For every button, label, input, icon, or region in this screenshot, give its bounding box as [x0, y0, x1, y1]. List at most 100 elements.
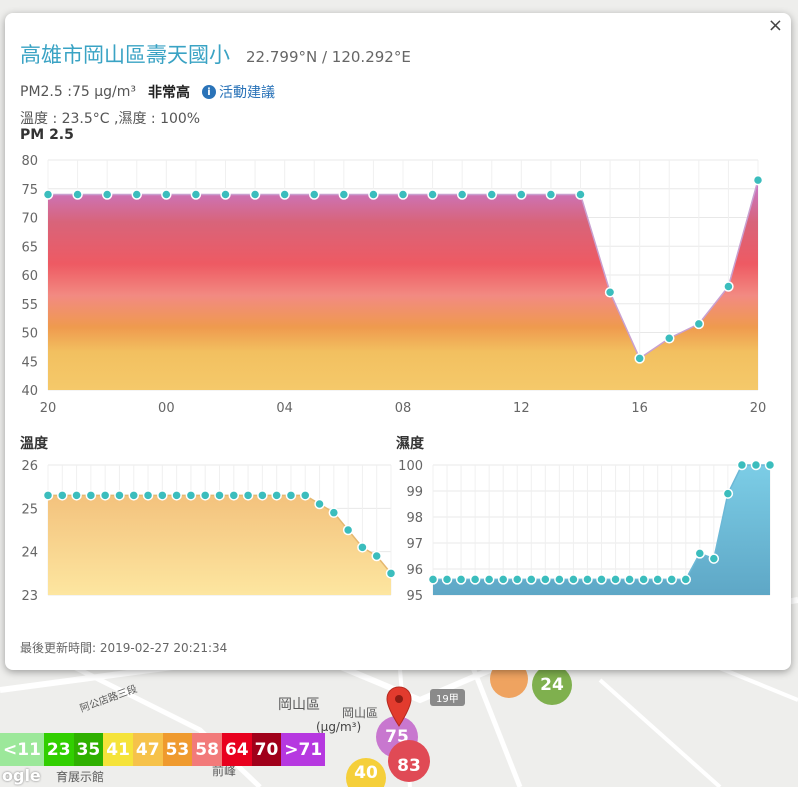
data-point[interactable]	[750, 459, 762, 471]
legend-item: >71	[281, 733, 326, 766]
data-point[interactable]	[71, 490, 82, 501]
data-point[interactable]	[128, 490, 139, 501]
data-point[interactable]	[385, 568, 397, 579]
data-point[interactable]	[249, 189, 261, 200]
data-point[interactable]	[736, 459, 748, 471]
data-point[interactable]	[157, 490, 168, 501]
data-point[interactable]	[483, 574, 495, 585]
data-point[interactable]	[486, 189, 497, 200]
data-point[interactable]	[427, 189, 438, 200]
data-point[interactable]	[101, 189, 113, 200]
data-point[interactable]	[441, 574, 453, 585]
map-marker[interactable]: 83	[388, 740, 430, 782]
data-point[interactable]	[171, 490, 182, 501]
map-marker[interactable]: 40	[346, 758, 386, 787]
data-point[interactable]	[652, 574, 663, 585]
data-point[interactable]	[371, 550, 382, 562]
data-point[interactable]	[752, 174, 764, 186]
close-icon[interactable]: ×	[767, 15, 783, 36]
data-point[interactable]	[664, 333, 675, 344]
data-point[interactable]	[456, 189, 468, 200]
aqi-legend: <11 23 35 41 47 53 58 64 70 >71	[0, 733, 326, 766]
data-point[interactable]	[526, 574, 537, 585]
data-point[interactable]	[99, 490, 111, 501]
data-point[interactable]	[309, 189, 320, 200]
x-tick-label: 12	[513, 401, 530, 416]
data-point[interactable]	[131, 189, 142, 200]
y-tick-label: 26	[21, 459, 38, 474]
google-logo: ogle	[2, 766, 41, 785]
info-icon[interactable]: i	[201, 85, 216, 99]
data-point[interactable]	[554, 574, 565, 585]
pm-value: PM2.5 :75 μg/m³	[20, 84, 136, 100]
district-label: 岡山區	[278, 697, 320, 713]
data-point[interactable]	[694, 548, 706, 559]
data-point[interactable]	[300, 490, 311, 501]
data-point[interactable]	[512, 574, 523, 585]
unit-label: (μg/m³)	[316, 720, 362, 734]
data-point[interactable]	[638, 574, 649, 585]
data-point[interactable]	[368, 189, 379, 200]
data-point[interactable]	[764, 459, 776, 471]
data-point[interactable]	[214, 490, 225, 501]
data-point[interactable]	[545, 189, 557, 200]
data-point[interactable]	[42, 189, 54, 200]
data-point[interactable]	[285, 490, 297, 501]
map-marker[interactable]: 24	[532, 665, 572, 705]
data-point[interactable]	[455, 574, 467, 585]
data-point[interactable]	[190, 189, 202, 200]
data-point[interactable]	[516, 189, 527, 200]
data-point[interactable]	[85, 490, 97, 501]
data-point[interactable]	[185, 490, 197, 501]
data-point[interactable]	[42, 490, 54, 501]
legend-item: 58	[192, 733, 222, 766]
data-point[interactable]	[568, 574, 579, 585]
data-point[interactable]	[722, 488, 734, 499]
exhibit-label: 育展示館	[56, 770, 105, 784]
data-point[interactable]	[142, 490, 154, 501]
data-point[interactable]	[540, 574, 551, 585]
station-title: 高雄市岡山區壽天國小	[20, 43, 230, 67]
temp-chart-title: 溫度	[20, 436, 48, 452]
data-point[interactable]	[199, 490, 211, 501]
data-point[interactable]	[693, 318, 705, 330]
y-tick-label: 98	[406, 511, 423, 526]
data-point[interactable]	[257, 490, 268, 501]
data-point[interactable]	[72, 189, 83, 200]
advice-link[interactable]: 活動建議	[218, 85, 275, 101]
data-point[interactable]	[723, 281, 734, 292]
data-point[interactable]	[397, 189, 409, 200]
data-point[interactable]	[57, 490, 68, 501]
data-point[interactable]	[497, 574, 509, 585]
data-point[interactable]	[634, 353, 645, 364]
data-point[interactable]	[342, 524, 354, 536]
data-point[interactable]	[469, 574, 481, 585]
y-tick-label: 45	[21, 355, 38, 370]
data-point[interactable]	[357, 542, 368, 553]
data-point[interactable]	[666, 574, 677, 585]
data-point[interactable]	[610, 574, 621, 585]
data-point[interactable]	[624, 574, 635, 585]
data-point[interactable]	[114, 490, 125, 501]
data-point[interactable]	[680, 574, 691, 585]
legend-item: 53	[162, 733, 193, 766]
data-point[interactable]	[582, 574, 593, 585]
weather-text: 溫度 : 23.5°C ,濕度 : 100%	[20, 111, 201, 127]
data-point[interactable]	[161, 189, 172, 200]
data-point[interactable]	[427, 574, 439, 585]
marker-24: 24	[532, 665, 572, 705]
data-point[interactable]	[242, 490, 254, 501]
data-point[interactable]	[271, 490, 282, 501]
location-pin-icon[interactable]	[386, 686, 412, 728]
y-tick-label: 25	[21, 502, 38, 517]
data-point[interactable]	[708, 553, 720, 564]
data-point[interactable]	[338, 189, 350, 200]
data-point[interactable]	[279, 189, 290, 200]
data-point[interactable]	[314, 498, 325, 510]
data-point[interactable]	[328, 507, 340, 518]
data-point[interactable]	[228, 490, 240, 501]
data-point[interactable]	[604, 287, 616, 298]
data-point[interactable]	[220, 189, 231, 200]
data-point[interactable]	[575, 189, 586, 200]
data-point[interactable]	[596, 574, 607, 585]
